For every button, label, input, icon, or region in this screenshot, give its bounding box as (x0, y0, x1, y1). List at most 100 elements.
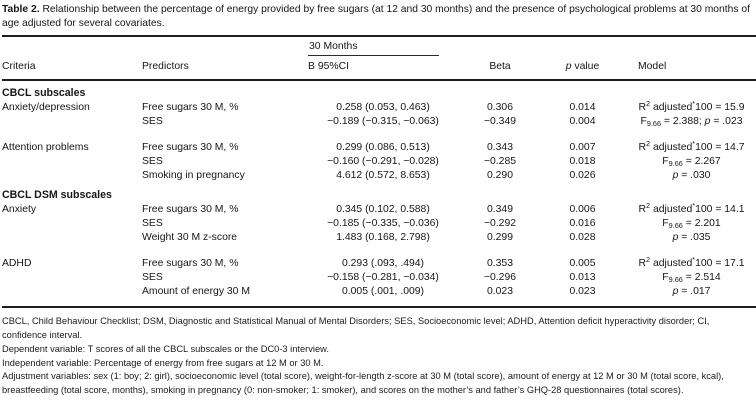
cell-beta: 0.023 (486, 286, 513, 298)
table-row: Amount of energy 30 M 0.005 (.001, .009) 0… (2, 285, 756, 299)
table-header-row: Criteria Predictors B 95%CI Beta p value… (2, 56, 756, 82)
cell-b-95ci: −0.160 (−0.291, −0.028) (327, 156, 439, 168)
cell-beta: 0.343 (486, 142, 513, 154)
col-header-b-95ci: B 95%CI (308, 61, 350, 73)
cell-criteria (2, 115, 142, 129)
footnote-dependent-variable: Dependent variable: T scores of all the … (2, 343, 329, 354)
col-header-model: Model (638, 61, 667, 73)
cell-model: F9.66 = 2.267 (662, 156, 721, 169)
cell-predictor: SES (142, 156, 163, 168)
cell-predictor: SES (142, 116, 163, 128)
criteria-group: ADHD Free sugars 30 M, % 0.293 (.093, .494… (2, 255, 756, 299)
cell-model: R2 adjusted*100 = 14.1 (638, 201, 745, 216)
table-row: Anxiety Free sugars 30 M, % 0.345 (0.102, … (2, 201, 756, 217)
table-caption-text: Relationship between the percentage of e… (2, 4, 750, 29)
cell-predictor: Free sugars 30 M, % (142, 204, 239, 216)
cell-p-value: 0.006 (569, 204, 596, 216)
cell-predictor: Free sugars 30 M, % (142, 102, 239, 114)
column-group-header-30-months: 30 Months (308, 37, 439, 57)
section-header: CBCL DSM subscales (2, 189, 112, 202)
cell-model: p = .035 (672, 232, 711, 244)
cell-criteria: ADHD (2, 258, 32, 270)
cell-criteria (2, 217, 142, 231)
table-row: Attention problems Free sugars 30 M, % 0.2… (2, 139, 756, 155)
cell-p-value: 0.013 (569, 272, 596, 284)
cell-criteria (2, 169, 142, 183)
col-header-predictors: Predictors (142, 61, 189, 73)
table-caption: Table 2. Relationship between the percen… (2, 3, 756, 30)
cell-beta: 0.299 (486, 232, 513, 244)
p-italic: p (565, 61, 572, 73)
cell-model: p = .030 (672, 170, 711, 182)
table-row: SES −0.158 (−0.281, −0.034) −0.296 0.013 F9.… (2, 271, 756, 285)
cell-model: R2 adjusted*100 = 17.1 (638, 255, 745, 270)
cell-b-95ci: −0.158 (−0.281, −0.034) (327, 272, 439, 284)
cell-p-value: 0.026 (569, 170, 596, 182)
col-header-beta: Beta (489, 61, 511, 73)
cell-model: R2 adjusted*100 = 14.7 (638, 139, 745, 154)
cell-p-value: 0.004 (569, 116, 596, 128)
cell-predictor: Weight 30 M z-score (142, 232, 238, 244)
cell-p-value: 0.014 (569, 102, 596, 114)
cell-b-95ci: 0.258 (0.053, 0.463) (336, 102, 430, 114)
cell-model: F9.66 = 2.388; p = .023 (640, 116, 743, 129)
cell-p-value: 0.005 (569, 258, 596, 270)
table-row: SES −0.189 (−0.315, −0.063) −0.349 0.004 F9.… (2, 115, 756, 129)
cell-b-95ci: 1.483 (0.168, 2.798) (336, 232, 430, 244)
cell-beta: −0.292 (483, 218, 517, 230)
criteria-group: Anxiety/depression Free sugars 30 M, % 0.2… (2, 99, 756, 129)
p-rest: value (571, 61, 600, 73)
criteria-group: Attention problems Free sugars 30 M, % 0.2… (2, 139, 756, 183)
table-body: CBCL subscales Anxiety/depression Free sug… (2, 86, 756, 309)
cell-model: p = .017 (672, 286, 711, 298)
table-caption-label: Table 2. (2, 4, 40, 15)
table-row: SES −0.160 (−0.291, −0.028) −0.285 0.018 F9.… (2, 155, 756, 169)
cell-p-value: 0.016 (569, 218, 596, 230)
cell-beta: 0.306 (486, 102, 513, 114)
cell-predictor: Free sugars 30 M, % (142, 142, 239, 154)
table-row: ADHD Free sugars 30 M, % 0.293 (.093, .494… (2, 255, 756, 271)
cell-b-95ci: 4.612 (0.572, 8.653) (336, 170, 430, 182)
cell-p-value: 0.018 (569, 156, 596, 168)
cell-beta: 0.290 (486, 170, 513, 182)
cell-criteria (2, 155, 142, 169)
cell-predictor: SES (142, 218, 163, 230)
cell-b-95ci: 0.005 (.001, .009) (341, 286, 425, 298)
cell-b-95ci: −0.185 (−0.335, −0.036) (327, 218, 439, 230)
cell-model: R2 adjusted*100 = 15.9 (638, 99, 745, 114)
cell-beta: −0.285 (483, 156, 517, 168)
table-footnotes: CBCL, Child Behaviour Checklist; DSM, Di… (2, 315, 756, 398)
footnote-abbreviations: CBCL, Child Behaviour Checklist; DSM, Di… (2, 316, 710, 340)
cell-criteria: Anxiety (2, 204, 37, 216)
cell-predictor: Smoking in pregnancy (142, 170, 245, 182)
cell-model: F9.66 = 2.201 (662, 218, 721, 231)
criteria-group: Anxiety Free sugars 30 M, % 0.345 (0.102, … (2, 201, 756, 245)
section-header: CBCL subscales (2, 87, 86, 100)
cell-b-95ci: 0.293 (.093, .494) (341, 258, 425, 270)
cell-beta: 0.349 (486, 204, 513, 216)
cell-beta: 0.353 (486, 258, 513, 270)
cell-b-95ci: 0.299 (0.086, 0.513) (336, 142, 430, 154)
table-top-rule (2, 35, 756, 38)
cell-criteria (2, 231, 142, 245)
cell-criteria (2, 271, 142, 285)
cell-beta: −0.296 (483, 272, 517, 284)
col-header-p-value: p value (538, 61, 627, 72)
cell-criteria: Attention problems (2, 142, 89, 154)
cell-p-value: 0.023 (569, 286, 596, 298)
cell-criteria: Anxiety/depression (2, 102, 90, 114)
table-row: Smoking in pregnancy 4.612 (0.572, 8.653)… (2, 169, 756, 183)
cell-beta: −0.349 (483, 116, 517, 128)
cell-predictor: SES (142, 272, 163, 284)
table-row: Weight 30 M z-score 1.483 (0.168, 2.798) 0… (2, 231, 756, 245)
footnote-adjustment-variables: Adjustment variables: sex (1: boy; 2: gi… (2, 371, 724, 396)
cell-p-value: 0.028 (569, 232, 596, 244)
cell-p-value: 0.007 (569, 142, 596, 154)
cell-predictor: Free sugars 30 M, % (142, 258, 239, 270)
col-header-criteria: Criteria (2, 61, 36, 73)
table-row: SES −0.185 (−0.335, −0.036) −0.292 0.016 F9.… (2, 217, 756, 231)
cell-predictor: Amount of energy 30 M (142, 286, 251, 298)
cell-b-95ci: 0.345 (0.102, 0.588) (336, 204, 430, 216)
cell-b-95ci: −0.189 (−0.315, −0.063) (327, 116, 439, 128)
